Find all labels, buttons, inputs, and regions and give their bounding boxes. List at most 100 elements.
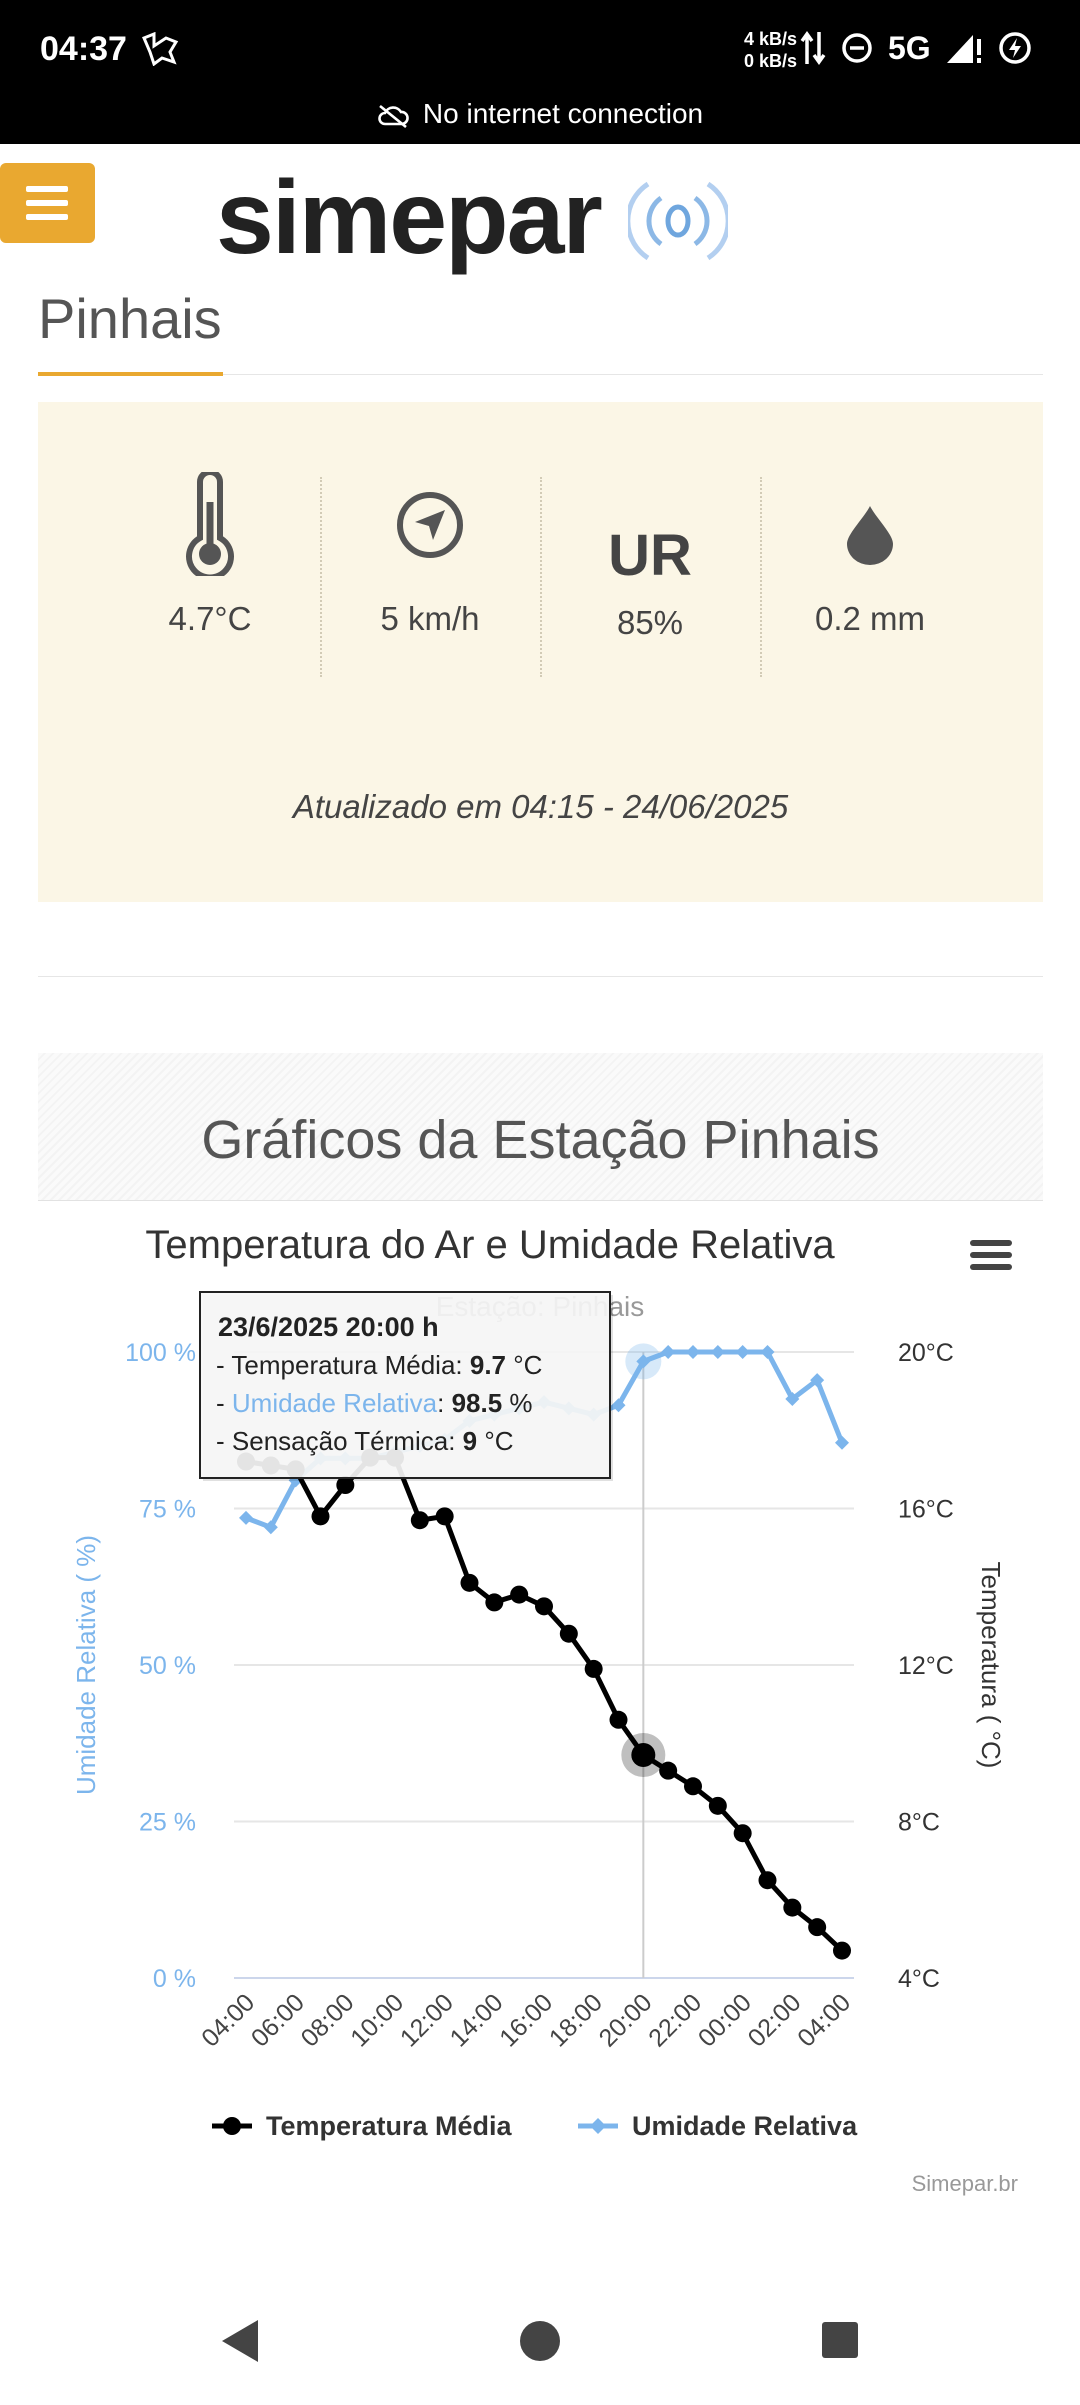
temperature-point[interactable] <box>758 1871 777 1890</box>
humidity-point[interactable] <box>735 1345 750 1359</box>
temperature-point[interactable] <box>733 1824 752 1843</box>
humidity-point[interactable] <box>686 1345 700 1359</box>
temperature-point[interactable] <box>559 1624 578 1643</box>
y-left-tick-label: 75 % <box>139 1496 196 1524</box>
y-left-tick-label: 25 % <box>139 1809 196 1837</box>
recents-icon[interactable] <box>822 2322 858 2358</box>
x-tick-label: 08:00 <box>296 1988 360 2052</box>
tooltip-label: Sensação Térmica <box>232 1426 449 1456</box>
tooltip-prefix: - <box>216 1388 232 1418</box>
tooltip-box <box>199 1291 611 1479</box>
chart-menu-icon[interactable] <box>970 1240 1012 1270</box>
menu-button[interactable] <box>0 163 95 243</box>
humidity-point[interactable] <box>785 1391 800 1406</box>
metric-rain: 0.2 mm <box>760 472 980 672</box>
signal-waves-icon <box>628 181 728 261</box>
thermometer-icon <box>186 472 234 576</box>
x-tick-label: 20:00 <box>594 1988 658 2052</box>
temperature-point[interactable] <box>609 1710 628 1729</box>
back-icon[interactable] <box>222 2320 258 2362</box>
station-title: Pinhais <box>38 287 222 350</box>
y-right-tick-label: 12°C <box>898 1652 954 1680</box>
legend-marker <box>590 2118 606 2134</box>
temperature-point[interactable] <box>336 1476 355 1495</box>
tooltip-value: 9 <box>463 1426 477 1456</box>
temperature-point[interactable] <box>435 1507 454 1526</box>
temperature-point[interactable] <box>460 1573 479 1592</box>
humidity-point[interactable] <box>810 1373 825 1388</box>
temperature-point[interactable] <box>584 1659 603 1678</box>
temperature-point[interactable] <box>684 1777 702 1796</box>
humidity-point[interactable] <box>710 1345 725 1359</box>
home-icon[interactable] <box>520 2321 560 2361</box>
y-right-tick-label: 16°C <box>898 1496 954 1524</box>
rain-value: 0.2 mm <box>814 600 926 637</box>
temperature-point[interactable] <box>708 1796 727 1815</box>
section-divider <box>38 976 1043 977</box>
tooltip-row: - Umidade Relativa: 98.5 % <box>216 1388 533 1418</box>
speed-down: 0 kB/s <box>744 51 798 71</box>
temperature-point[interactable] <box>510 1585 529 1604</box>
y-left-axis-title: Umidade Relativa ( %) <box>71 1535 101 1795</box>
temperature-point[interactable] <box>808 1918 827 1937</box>
status-time: 04:37 <box>40 30 127 68</box>
tooltip-header: 23/6/2025 20:00 h <box>218 1312 439 1342</box>
divider <box>540 477 542 677</box>
tooltip-label: Umidade Relativa <box>232 1388 438 1418</box>
navigation-bar <box>0 2300 1080 2400</box>
legend-item[interactable]: Umidade Relativa <box>578 2111 858 2141</box>
updated-timestamp: Atualizado em 04:15 - 24/06/2025 <box>292 788 789 825</box>
humidity-point[interactable] <box>239 1510 253 1525</box>
hamburger-icon <box>26 186 68 192</box>
temperature-point[interactable] <box>783 1898 802 1917</box>
temperature-point[interactable] <box>659 1761 678 1780</box>
humidity-point[interactable] <box>263 1520 278 1535</box>
battery-charging-icon <box>998 32 1031 64</box>
y-right-axis-title: Temperatura ( °C) <box>976 1562 1006 1769</box>
metric-temperature: 4.7°C <box>100 472 320 672</box>
tooltip-prefix: - <box>216 1426 232 1456</box>
tooltip-row: - Temperatura Média: 9.7 °C <box>216 1350 542 1380</box>
humidity-point[interactable] <box>661 1345 676 1359</box>
x-tick-label: 22:00 <box>643 1988 707 2052</box>
humidity-point[interactable] <box>835 1435 849 1450</box>
tooltip-value: 9.7 <box>470 1350 506 1380</box>
y-right-tick-label: 4°C <box>898 1965 940 1993</box>
x-tick-label: 12:00 <box>395 1988 459 2052</box>
temperature-hover-point <box>631 1742 656 1767</box>
status-bar: 04:37 4 kB/s 0 kB/s 5G No internet conne… <box>0 0 1080 144</box>
temperature-point[interactable] <box>485 1593 504 1612</box>
y-left-tick-label: 0 % <box>153 1965 196 1993</box>
x-tick-label: 14:00 <box>445 1988 509 2052</box>
status-icons: 5G <box>800 26 1033 70</box>
temperature-humidity-chart[interactable]: Temperatura do Ar e Umidade Relativa Est… <box>0 1200 1080 2220</box>
legend-item[interactable]: Temperatura Média <box>212 2111 513 2141</box>
current-conditions-panel: 4.7°C 5 km/h UR 85% 0.2 mm Atualizado em… <box>38 402 1043 902</box>
signal-icon <box>946 35 981 63</box>
y-right-tick-label: 20°C <box>898 1339 954 1367</box>
raindrop-icon <box>847 506 893 565</box>
humidity-point[interactable] <box>288 1473 303 1488</box>
chart-legend: Temperatura Média Umidade Relativa <box>212 2111 858 2141</box>
temperature-point[interactable] <box>410 1511 429 1530</box>
humidity-hover-halo <box>625 1343 662 1380</box>
tooltip-label: Temperatura Média <box>231 1350 456 1380</box>
compass-icon <box>397 492 463 558</box>
humidity-point[interactable] <box>760 1345 775 1359</box>
chart-credits[interactable]: Simepar.br <box>912 2171 1018 2196</box>
ur-icon: UR <box>608 523 692 588</box>
temperature-point[interactable] <box>535 1597 553 1616</box>
cloud-off-icon <box>378 104 409 129</box>
tooltip-value: 98.5 <box>452 1388 503 1418</box>
data-arrows-icon <box>800 30 826 66</box>
metric-wind: 5 km/h <box>320 472 540 672</box>
humidity-point[interactable] <box>636 1354 651 1369</box>
x-tick-label: 04:00 <box>196 1988 260 2052</box>
simepar-logo[interactable]: simepar <box>216 166 728 270</box>
temperature-point[interactable] <box>311 1507 330 1526</box>
humidity-point[interactable] <box>611 1398 626 1413</box>
y-right-tick-label: 8°C <box>898 1809 940 1837</box>
temperature-point[interactable] <box>833 1941 851 1960</box>
temperature-line <box>245 1455 844 1953</box>
hamburger-icon <box>26 200 68 206</box>
